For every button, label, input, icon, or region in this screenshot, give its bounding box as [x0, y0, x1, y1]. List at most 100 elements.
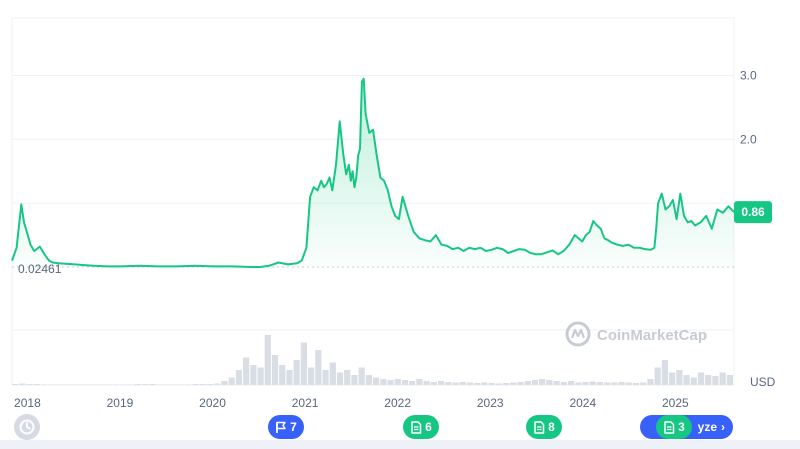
volume-bar [380, 379, 387, 385]
event-count: 6 [425, 420, 432, 434]
event-badge-document[interactable]: 6 [403, 415, 439, 439]
volume-bar [466, 382, 474, 385]
volume-bar [560, 382, 567, 385]
volume-bar [690, 377, 697, 385]
volume-bar [192, 384, 199, 385]
volume-bar [524, 381, 531, 385]
volume-bar [120, 384, 127, 385]
volume-bar [676, 370, 683, 385]
volume-bar [84, 384, 91, 385]
x-tick-label: 2025 [662, 396, 689, 410]
volume-bar [553, 381, 560, 385]
x-tick-label: 2019 [107, 396, 134, 410]
volume-bar [387, 380, 394, 385]
volume-bar [661, 360, 669, 385]
volume-bar [214, 383, 221, 385]
event-count: 8 [548, 420, 555, 434]
y-axis: 3.0 2.0 [740, 68, 757, 146]
x-tick-label: 2022 [384, 396, 411, 410]
volume-bar [178, 384, 185, 385]
volume-bar [445, 382, 452, 385]
volume-bar [48, 384, 55, 385]
volume-bar [474, 383, 481, 385]
volume-bar [26, 384, 33, 385]
volume-bar [149, 384, 156, 385]
volume-bar [625, 382, 632, 385]
volume-bar [365, 375, 372, 385]
event-count: 3 [678, 420, 685, 434]
x-tick-label: 2023 [477, 396, 504, 410]
volume-bar [531, 380, 539, 385]
y-tick-label: 2.0 [740, 132, 757, 146]
volume-bar [206, 384, 214, 385]
volume-bar [596, 382, 604, 385]
volume-bar [539, 379, 546, 385]
volume-bar [437, 381, 445, 385]
volume-bar [257, 367, 264, 385]
bottom-strip [0, 440, 800, 449]
volume-bar [647, 379, 654, 385]
volume-bar [185, 384, 192, 385]
volume-bar [329, 362, 336, 385]
volume-bars [12, 335, 733, 385]
coinmarketcap-logo-icon [565, 321, 591, 347]
document-icon [664, 420, 675, 434]
event-badge-document[interactable]: 3 [656, 415, 692, 439]
volume-bar [719, 372, 726, 385]
volume-bar [351, 375, 358, 385]
volume-bar [113, 384, 120, 385]
volume-bar [19, 383, 26, 385]
volume-bar [300, 342, 308, 385]
volume-bar [582, 382, 589, 385]
document-icon [534, 420, 545, 434]
volume-bar [669, 372, 676, 385]
volume-bar [726, 375, 733, 385]
volume-bar [401, 380, 409, 385]
x-tick-label: 2021 [292, 396, 319, 410]
current-price-badge: 0.86 [734, 201, 772, 224]
volume-bar [423, 381, 430, 385]
volume-bar [373, 377, 380, 385]
volume-bar [141, 384, 149, 385]
volume-bar [618, 382, 625, 385]
volume-bar [683, 375, 690, 385]
price-area [12, 78, 734, 267]
volume-bar [163, 384, 170, 385]
price-line [11, 77, 735, 268]
baseline-label: 0.02461 [18, 262, 62, 276]
volume-bar [322, 370, 329, 385]
volume-bar [315, 350, 322, 385]
volume-bar [481, 382, 488, 385]
history-button[interactable] [14, 414, 40, 440]
x-tick-label: 2020 [199, 396, 226, 410]
volume-bar [127, 384, 134, 385]
volume-bar [604, 382, 611, 385]
event-badge-document[interactable]: 8 [526, 415, 562, 439]
volume-bar [430, 382, 437, 385]
volume-bar [250, 365, 257, 385]
volume-bar [91, 384, 98, 385]
x-tick-label: 2024 [569, 396, 596, 410]
volume-bar [697, 372, 705, 385]
currency-label: USD [750, 375, 776, 389]
x-tick-label: 2018 [14, 396, 41, 410]
volume-bar [611, 382, 618, 385]
event-count: 7 [290, 420, 297, 434]
chevron-right-icon: › [721, 420, 725, 434]
event-badge-flag[interactable]: 7 [268, 415, 304, 439]
volume-bar [495, 383, 502, 385]
svg-text:0.86: 0.86 [741, 205, 765, 219]
volume-bar [640, 382, 647, 385]
volume-bar [170, 384, 178, 385]
volume-bar [517, 382, 524, 385]
volume-bar [156, 384, 163, 385]
volume-bar [575, 382, 582, 385]
volume-bar [705, 375, 712, 385]
history-icon [19, 419, 35, 435]
volume-bar [134, 384, 141, 385]
svg-text:CoinMarketCap: CoinMarketCap [597, 327, 707, 344]
volume-bar [546, 380, 553, 385]
x-axis: 2018 2019 2020 2021 2022 2023 2024 2025 [14, 396, 689, 410]
volume-bar [308, 367, 315, 385]
